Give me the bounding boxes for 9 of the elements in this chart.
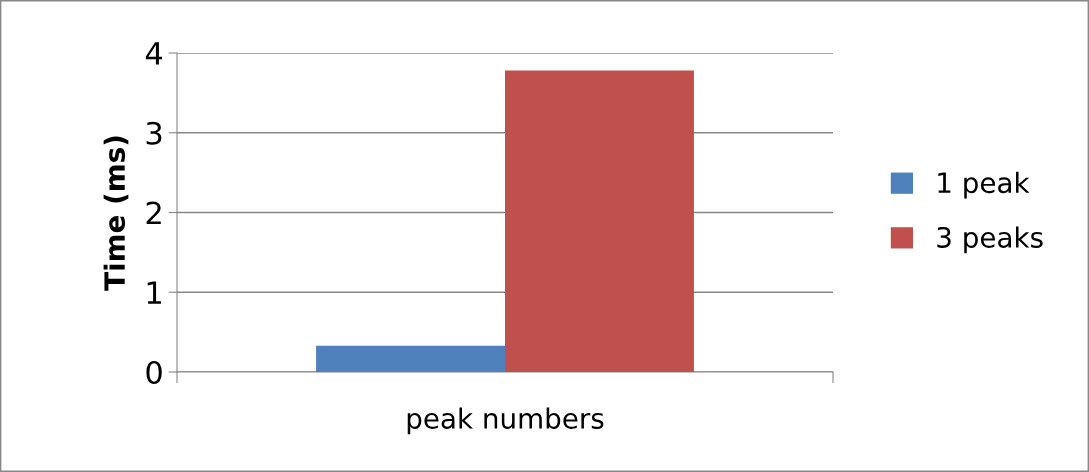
x-axis-title: peak numbers — [407, 407, 604, 435]
y-tick-label: 0 — [146, 360, 162, 385]
legend-label: 1 peak — [938, 171, 1030, 199]
y-tick-label: 4 — [145, 42, 163, 65]
y-tick-label: 2 — [146, 201, 161, 225]
legend-label: 3 peaks — [937, 226, 1043, 254]
y-axis-title: Time (ms) — [103, 136, 129, 291]
y-tick-label: 3 — [146, 121, 162, 145]
y-tick-label: 1 — [147, 281, 161, 304]
